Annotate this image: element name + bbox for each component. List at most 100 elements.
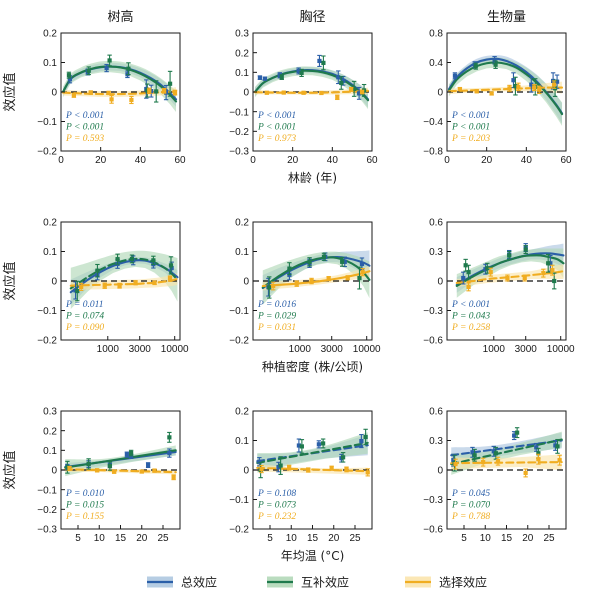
y-tick-label: −0.1 bbox=[229, 107, 249, 118]
data-marker bbox=[167, 81, 173, 86]
panel-p22: −0.2 −0.1 0 0.1 0.2 1000 3000 10000 P = 0.016 P =… bbox=[229, 218, 381, 355]
data-marker bbox=[146, 462, 151, 468]
data-point-complementarity bbox=[513, 76, 518, 96]
data-marker bbox=[537, 87, 542, 92]
x-axis-label-row0: 林龄 (年) bbox=[288, 171, 337, 185]
column-title-1: 胸径 bbox=[299, 10, 325, 25]
x-tick-label: 10000 bbox=[161, 344, 189, 355]
x-axis-label-row2: 年均温 (°C) bbox=[281, 549, 345, 563]
y-tick-label: 0.1 bbox=[43, 247, 57, 258]
p-value-annotation-selection: P = 0.788 bbox=[451, 512, 490, 522]
data-marker bbox=[552, 278, 557, 284]
data-marker bbox=[151, 258, 156, 263]
y-tick-label: 0 bbox=[437, 277, 443, 288]
confidence-band-complementarity bbox=[456, 248, 564, 298]
data-marker bbox=[267, 285, 272, 290]
p-value-annotation-complementarity: P = 0.029 bbox=[257, 312, 296, 322]
legend: 总效应 互补效应 选择效应 bbox=[147, 575, 487, 590]
p-value-annotation-total: P = 0.011 bbox=[65, 300, 103, 310]
data-marker bbox=[316, 442, 321, 447]
data-marker bbox=[319, 90, 324, 96]
x-tick-label: 15 bbox=[501, 533, 513, 544]
data-point-total bbox=[359, 434, 364, 449]
data-point-total bbox=[491, 445, 496, 457]
data-marker bbox=[257, 459, 262, 464]
fit-line-complementarity bbox=[253, 69, 370, 102]
p-value-annotation-total: P < 0.001 bbox=[451, 111, 490, 121]
x-tick-label: 1000 bbox=[483, 344, 506, 355]
y-tick-label: 0.2 bbox=[235, 218, 249, 229]
y-tick-label: 0.2 bbox=[43, 426, 57, 437]
data-point-complementarity bbox=[357, 266, 362, 290]
data-marker bbox=[513, 84, 518, 89]
x-tick-label: 3000 bbox=[321, 344, 344, 355]
data-point-selection bbox=[532, 84, 537, 92]
data-point-selection bbox=[495, 456, 501, 466]
data-point-selection bbox=[139, 469, 144, 474]
legend-label-selection: 选择效应 bbox=[439, 575, 487, 590]
panel-p12: −0.3−0.2−0.100.10.20.30 20 40 60P < 0.001P … bbox=[229, 29, 378, 166]
y-tick-label: −0.2 bbox=[37, 505, 57, 516]
data-point-total bbox=[356, 86, 362, 100]
data-point-total bbox=[452, 72, 458, 80]
data-point-complementarity bbox=[128, 449, 134, 457]
data-point-selection bbox=[102, 282, 107, 289]
data-point-complementarity bbox=[506, 250, 512, 260]
y-tick-label: 0.1 bbox=[43, 446, 57, 457]
data-point-total bbox=[317, 54, 322, 67]
data-marker bbox=[107, 58, 112, 63]
y-tick-label: 0.3 bbox=[429, 436, 443, 447]
y-tick-label: −0.6 bbox=[423, 336, 443, 347]
data-marker bbox=[491, 449, 496, 454]
y-tick-label: 0.1 bbox=[235, 436, 249, 447]
data-marker bbox=[296, 443, 301, 448]
data-point-complementarity bbox=[66, 71, 72, 79]
data-point-selection bbox=[264, 90, 270, 95]
data-marker bbox=[345, 275, 350, 280]
y-tick-label: −0.2 bbox=[37, 336, 57, 347]
fit-line-selection bbox=[256, 466, 369, 473]
data-point-selection bbox=[474, 89, 479, 94]
data-marker bbox=[169, 265, 174, 271]
data-marker bbox=[133, 280, 138, 285]
data-marker bbox=[152, 468, 157, 473]
data-marker bbox=[139, 469, 144, 474]
data-marker bbox=[451, 458, 456, 463]
data-marker bbox=[262, 76, 267, 81]
data-marker bbox=[546, 261, 551, 266]
data-point-selection bbox=[286, 464, 292, 471]
data-marker bbox=[294, 281, 299, 286]
data-marker bbox=[152, 280, 157, 285]
data-marker bbox=[129, 450, 134, 456]
y-tick-label: 0.2 bbox=[235, 407, 249, 418]
data-point-complementarity bbox=[278, 456, 283, 475]
data-point-selection bbox=[516, 82, 521, 92]
x-tick-label: 10 bbox=[480, 533, 492, 544]
data-point-complementarity bbox=[95, 263, 100, 278]
y-tick-label: 0.2 bbox=[43, 29, 57, 40]
data-marker bbox=[307, 259, 312, 264]
data-point-selection bbox=[109, 94, 114, 104]
y-tick-label: 0 bbox=[437, 466, 443, 477]
x-tick-label: 5 bbox=[461, 533, 467, 544]
data-point-selection bbox=[489, 91, 494, 96]
data-marker bbox=[86, 68, 91, 73]
p-value-annotation-total: P < 0.001 bbox=[257, 111, 296, 121]
data-marker bbox=[299, 70, 304, 76]
p-value-annotation-complementarity: P = 0.074 bbox=[65, 312, 104, 322]
y-tick-label: 0.1 bbox=[43, 58, 57, 69]
data-marker bbox=[557, 458, 562, 463]
x-tick-label: 40 bbox=[521, 155, 533, 166]
data-marker bbox=[339, 80, 344, 86]
data-point-total bbox=[104, 64, 109, 73]
p-value-annotation-complementarity: P = 0.015 bbox=[65, 501, 104, 511]
fit-line-complementarity bbox=[256, 441, 369, 464]
data-point-selection bbox=[106, 90, 111, 95]
data-point-selection bbox=[345, 275, 350, 281]
x-tick-label: 60 bbox=[366, 155, 378, 166]
data-point-complementarity bbox=[473, 62, 478, 70]
data-point-complementarity bbox=[363, 428, 368, 446]
data-point-selection bbox=[507, 84, 512, 92]
y-tick-label: 0 bbox=[243, 277, 249, 288]
data-point-total bbox=[529, 76, 534, 93]
